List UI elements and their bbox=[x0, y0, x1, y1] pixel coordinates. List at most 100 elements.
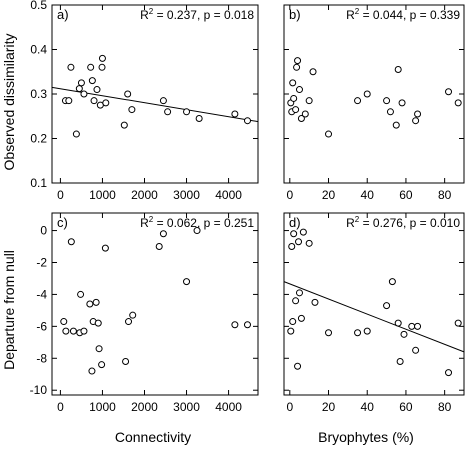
panel-b: 0 20 40 60 80 b) R2 = 0.044, p = 0.339 bbox=[283, 4, 465, 202]
data-point bbox=[292, 297, 300, 305]
data-point bbox=[295, 86, 303, 94]
data-point bbox=[98, 54, 106, 62]
data-point bbox=[69, 327, 77, 335]
data-point bbox=[293, 63, 301, 71]
x-tick-label: 0 bbox=[57, 188, 64, 202]
data-point bbox=[363, 327, 371, 335]
y-tick-label: -2 bbox=[36, 255, 47, 269]
x-tick-label: 0 bbox=[286, 400, 293, 414]
data-point bbox=[287, 327, 295, 335]
x-tick-label: 4000 bbox=[215, 400, 242, 414]
data-point bbox=[94, 319, 102, 327]
data-point bbox=[388, 278, 396, 286]
data-point bbox=[305, 239, 313, 247]
x-tick-label: 1000 bbox=[89, 400, 116, 414]
x-axis-label-right: Bryophytes (%) bbox=[318, 429, 414, 445]
y-tick-label: -4 bbox=[36, 287, 47, 301]
plot-frame bbox=[283, 212, 465, 396]
data-point bbox=[290, 230, 298, 238]
data-point bbox=[363, 90, 371, 98]
data-point bbox=[392, 121, 400, 129]
x-tick-label: 40 bbox=[361, 188, 375, 202]
data-point bbox=[98, 63, 106, 71]
x-tick-label: 0 bbox=[286, 188, 293, 202]
data-point bbox=[243, 117, 251, 125]
data-point bbox=[297, 114, 305, 122]
data-point bbox=[292, 106, 300, 114]
stat-annotation: R2 = 0.062, p = 0.251 bbox=[140, 215, 254, 230]
data-point bbox=[62, 327, 70, 335]
panel-a: 0 1000 2000 3000 4000 0.1 0.2 0.3 0.4 0.5 a) R2 = 0… bbox=[30, 0, 259, 202]
data-point bbox=[383, 97, 391, 105]
x-tick-label: 1000 bbox=[89, 188, 116, 202]
panel-d: 0 20 40 60 80 d) R2 = 0.276, p = 0.010 bbox=[283, 212, 465, 414]
data-point bbox=[67, 238, 75, 246]
data-point bbox=[414, 322, 422, 330]
data-point bbox=[325, 130, 333, 138]
data-point bbox=[87, 63, 95, 71]
data-point bbox=[412, 346, 420, 354]
stat-annotation: R2 = 0.276, p = 0.010 bbox=[346, 215, 460, 230]
data-point bbox=[408, 322, 416, 330]
x-tick-label: 80 bbox=[438, 400, 452, 414]
data-point bbox=[290, 94, 298, 102]
panel-label: c) bbox=[57, 215, 68, 230]
data-point bbox=[77, 290, 85, 298]
data-point bbox=[120, 121, 128, 129]
data-point bbox=[295, 289, 303, 297]
data-point bbox=[386, 108, 394, 116]
data-point bbox=[67, 63, 75, 71]
x-tick-label: 2000 bbox=[131, 400, 158, 414]
data-point bbox=[124, 90, 132, 98]
data-point bbox=[102, 99, 110, 107]
data-point bbox=[88, 367, 96, 375]
plot-frame bbox=[51, 212, 259, 396]
y-tick-label: 0.5 bbox=[30, 0, 47, 12]
data-point bbox=[445, 369, 453, 377]
data-point bbox=[77, 79, 85, 87]
data-point bbox=[396, 357, 404, 365]
data-point bbox=[60, 318, 68, 326]
y-tick-label: 0.4 bbox=[30, 43, 47, 57]
data-point bbox=[80, 327, 88, 335]
y-axis-label-bottom: Departure from null bbox=[1, 250, 17, 370]
data-point bbox=[398, 99, 406, 107]
x-tick-label: 4000 bbox=[215, 188, 242, 202]
regression-line bbox=[283, 281, 465, 353]
data-point bbox=[454, 99, 462, 107]
data-point bbox=[231, 321, 239, 329]
x-tick-label: 80 bbox=[438, 188, 452, 202]
x-tick-label: 2000 bbox=[131, 188, 158, 202]
data-point bbox=[289, 318, 297, 326]
data-point bbox=[412, 117, 420, 125]
data-point bbox=[354, 329, 362, 337]
stat-annotation: R2 = 0.237, p = 0.018 bbox=[140, 7, 254, 22]
x-tick-label: 3000 bbox=[173, 400, 200, 414]
data-point bbox=[383, 302, 391, 310]
data-point bbox=[325, 329, 333, 337]
data-point bbox=[309, 68, 317, 76]
data-point bbox=[164, 108, 172, 116]
data-point bbox=[294, 57, 302, 65]
stat-annotation: R2 = 0.044, p = 0.339 bbox=[346, 7, 460, 22]
y-tick-label: 0 bbox=[40, 224, 47, 238]
y-tick-label: 0.2 bbox=[30, 132, 47, 146]
data-point bbox=[183, 278, 191, 286]
x-tick-label: 0 bbox=[57, 400, 64, 414]
data-point bbox=[299, 228, 307, 236]
data-point bbox=[155, 243, 163, 251]
data-point bbox=[80, 90, 88, 98]
data-point bbox=[159, 230, 167, 238]
data-point bbox=[65, 97, 73, 105]
data-point bbox=[301, 110, 309, 118]
data-point bbox=[295, 238, 303, 246]
data-point bbox=[289, 79, 297, 87]
data-point bbox=[354, 97, 362, 105]
x-axis-label-left: Connectivity bbox=[115, 429, 191, 445]
data-point bbox=[183, 108, 191, 116]
data-point bbox=[125, 318, 133, 326]
x-tick-label: 40 bbox=[361, 400, 375, 414]
panel-label: b) bbox=[289, 7, 301, 22]
